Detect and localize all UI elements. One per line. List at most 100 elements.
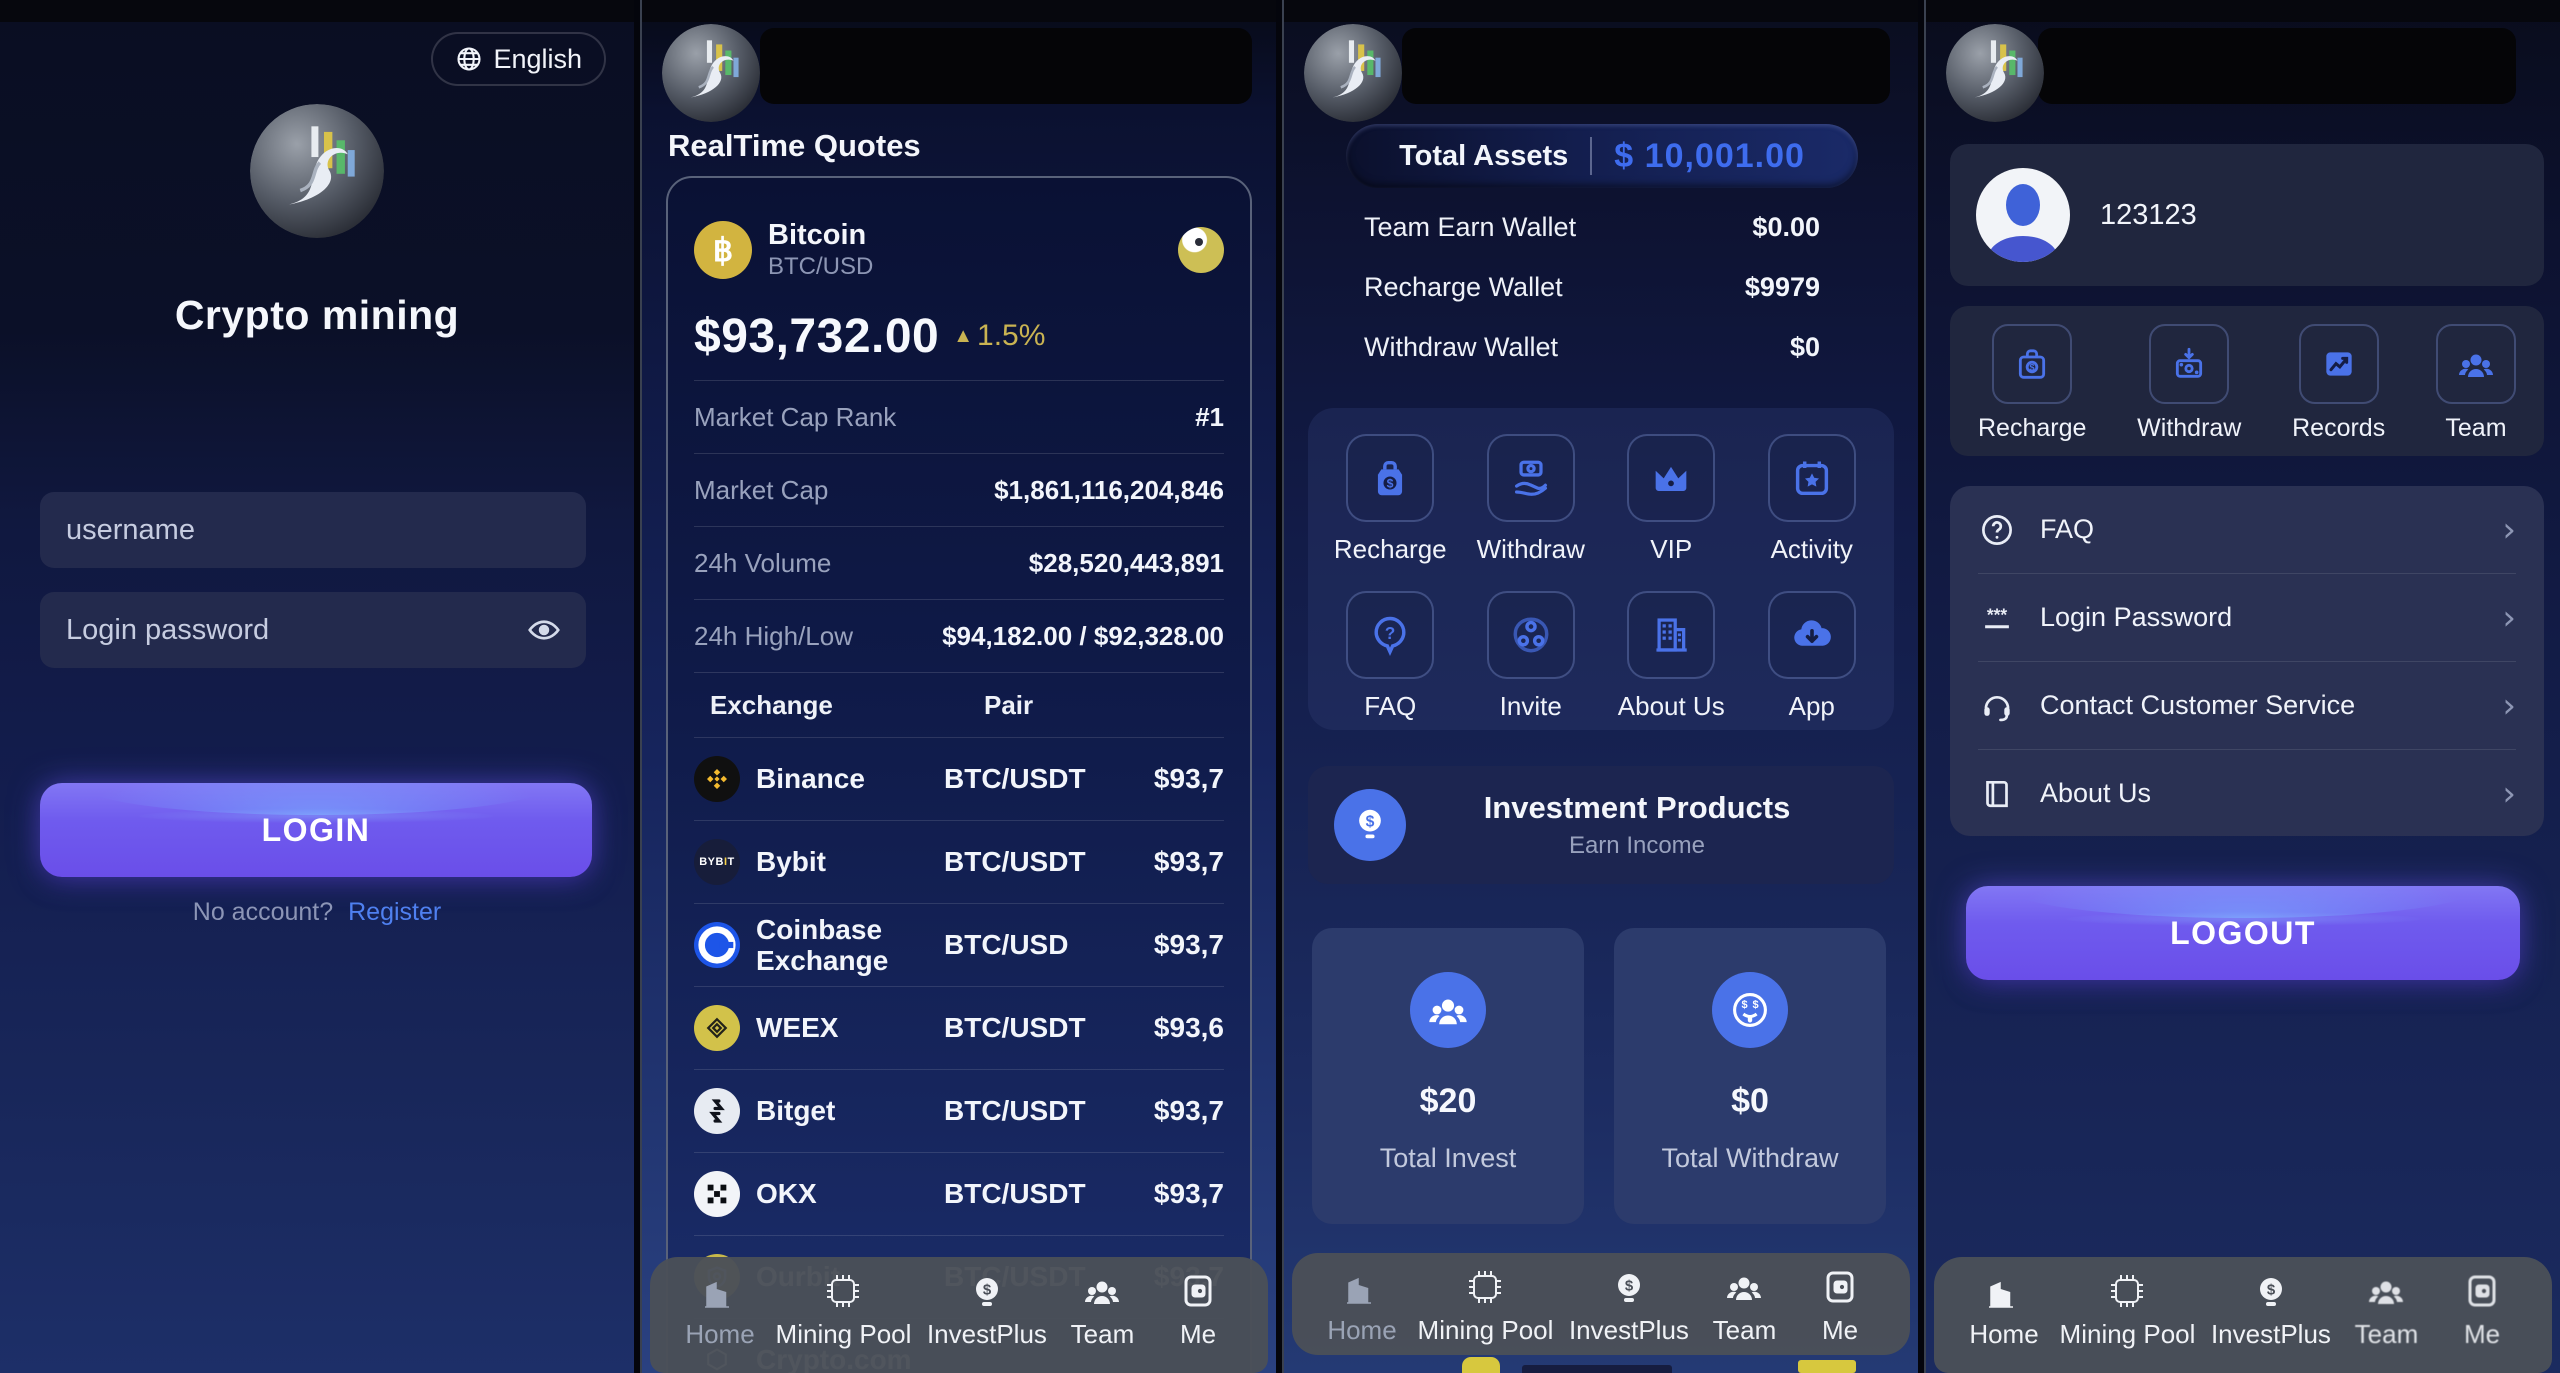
nav-me[interactable]: Me bbox=[1158, 1271, 1238, 1350]
exchange-row[interactable]: WEEX BTC/USDT $93,6 bbox=[694, 986, 1224, 1069]
building-icon bbox=[1627, 591, 1716, 679]
password-field[interactable] bbox=[40, 592, 586, 668]
coin-pair: BTC/USD bbox=[768, 252, 874, 280]
exchange-table-header: Exchange Pair bbox=[694, 672, 1224, 737]
action-records[interactable]: Records bbox=[2292, 324, 2385, 443]
exchange-price: $93,6 bbox=[1153, 1012, 1224, 1043]
menu-faq[interactable]: FAQ › bbox=[1978, 486, 2516, 573]
wallet-label: Recharge Wallet bbox=[1364, 272, 1563, 302]
shortcut-invite[interactable]: Invite bbox=[1461, 591, 1602, 722]
nav-mining-pool[interactable]: Mining Pool bbox=[776, 1271, 911, 1350]
total-invest-card[interactable]: $20 Total Invest bbox=[1312, 928, 1584, 1224]
wallet-label: Team Earn Wallet bbox=[1364, 212, 1577, 242]
investment-products-card[interactable]: $ Investment Products Earn Income bbox=[1308, 766, 1894, 884]
login-button[interactable]: LOGIN bbox=[40, 783, 592, 877]
home-quotes-screen: RealTime Quotes ฿ Bitcoin BTC/USD $93,73… bbox=[642, 0, 1276, 1373]
building-icon bbox=[1988, 1282, 2014, 1308]
exchange-name: OKX bbox=[756, 1178, 817, 1210]
stat-label: 24h Volume bbox=[694, 547, 832, 578]
username-input[interactable] bbox=[40, 492, 586, 568]
exchange-row[interactable]: BYB I T Bybit BTC/USDT $93,7 bbox=[694, 820, 1224, 903]
exchange-row[interactable]: OKX BTC/USDT $93,7 bbox=[694, 1152, 1224, 1235]
coin-header-row: ฿ Bitcoin BTC/USD bbox=[694, 208, 1224, 292]
shortcut-withdraw[interactable]: Withdraw bbox=[1461, 434, 1602, 565]
status-bar bbox=[1284, 0, 1918, 22]
nav-home[interactable]: Home bbox=[1964, 1271, 2044, 1350]
stat-label: 24h High/Low bbox=[694, 620, 853, 651]
login-button-label: LOGIN bbox=[261, 811, 371, 848]
nav-team[interactable]: Team bbox=[1704, 1267, 1784, 1346]
profile-menu-card: FAQ › *** Login Password › Contact Custo… bbox=[1950, 486, 2544, 836]
action-recharge[interactable]: $ Recharge bbox=[1978, 324, 2086, 443]
exchange-row[interactable]: Binance BTC/USDT $93,7 bbox=[694, 737, 1224, 820]
up-triangle-icon: ▲ bbox=[953, 324, 974, 347]
exchange-row[interactable]: Coinbase Exchange BTC/USD $93,7 bbox=[694, 903, 1224, 986]
shortcut-app[interactable]: App bbox=[1742, 591, 1883, 722]
shortcut-about-us[interactable]: About Us bbox=[1601, 591, 1742, 722]
redacted-title-bar bbox=[2038, 28, 2516, 104]
show-password-icon[interactable] bbox=[526, 612, 562, 648]
register-link[interactable]: Register bbox=[348, 898, 442, 926]
language-selector[interactable]: English bbox=[431, 32, 606, 86]
stat-value: $94,182.00 / $92,328.00 bbox=[942, 620, 1224, 651]
menu-contact-customer-service[interactable]: Contact Customer Service › bbox=[1978, 661, 2516, 749]
action-withdraw[interactable]: Withdraw bbox=[2137, 324, 2241, 443]
okx-icon bbox=[694, 1171, 740, 1217]
total-withdraw-card[interactable]: $ $ $0 Total Withdraw bbox=[1614, 928, 1886, 1224]
shortcut-label: About Us bbox=[1617, 691, 1725, 721]
exchange-pair: BTC/USDT bbox=[944, 763, 1086, 794]
app-title: Crypto mining bbox=[174, 292, 460, 338]
nav-mining-pool[interactable]: Mining Pool bbox=[2060, 1271, 2195, 1350]
binance-icon bbox=[694, 756, 740, 802]
avatar[interactable] bbox=[1976, 168, 2070, 262]
shortcut-faq[interactable]: ? FAQ bbox=[1320, 591, 1461, 722]
shortcut-label: FAQ bbox=[1364, 691, 1417, 721]
action-label: Records bbox=[2292, 414, 2386, 442]
logout-button[interactable]: LOGOUT bbox=[1966, 886, 2520, 980]
panel-divider bbox=[1276, 0, 1284, 1373]
shortcut-recharge[interactable]: $ Recharge bbox=[1320, 434, 1461, 565]
nav-label: Team bbox=[1070, 1319, 1135, 1349]
coin-name: Bitcoin bbox=[768, 219, 867, 252]
shortcut-activity[interactable]: Activity bbox=[1742, 434, 1883, 565]
stat-value: #1 bbox=[1195, 401, 1224, 432]
svg-text:$: $ bbox=[1366, 813, 1375, 830]
app-logo bbox=[1304, 24, 1402, 122]
nav-team[interactable]: Team bbox=[1062, 1271, 1142, 1350]
nav-investplus[interactable]: .knock{fill:#4a4f58} InvestPlus bbox=[927, 1271, 1047, 1350]
wallet-label: Withdraw Wallet bbox=[1364, 332, 1559, 362]
menu-about-us[interactable]: About Us › bbox=[1978, 749, 2516, 837]
bottom-navigation: Home Mining Pool InvestPlus Team Me bbox=[1292, 1253, 1910, 1355]
nav-label: Me bbox=[1179, 1319, 1217, 1349]
partial-bottom-row bbox=[1284, 1357, 1918, 1373]
nav-home[interactable]: Home bbox=[680, 1271, 760, 1350]
shortcut-vip[interactable]: VIP bbox=[1601, 434, 1742, 565]
nav-team[interactable]: Team bbox=[2346, 1271, 2426, 1350]
username-field[interactable] bbox=[40, 492, 586, 568]
password-input[interactable] bbox=[40, 592, 586, 668]
login-screen: English Crypto mining LOGIN No account? … bbox=[0, 0, 634, 1373]
nav-me[interactable]: Me bbox=[1800, 1267, 1880, 1346]
nav-me[interactable]: Me bbox=[2442, 1271, 2522, 1350]
exchange-row[interactable]: Bitget BTC/USDT $93,7 bbox=[694, 1069, 1224, 1152]
calendar-star-icon bbox=[1767, 434, 1856, 522]
coin-change: ▲ 1.5% bbox=[953, 319, 1045, 353]
coin-names: Bitcoin BTC/USD bbox=[768, 219, 1178, 280]
nav-home[interactable]: Home bbox=[1322, 1267, 1402, 1346]
nav-investplus[interactable]: InvestPlus bbox=[2211, 1271, 2331, 1350]
exchange-name: Coinbase Exchange bbox=[756, 913, 889, 976]
wallet-row: Team Earn Wallet $0.00 bbox=[1364, 212, 1820, 243]
nav-label: Mining Pool bbox=[1417, 1315, 1554, 1345]
pill-divider bbox=[1590, 137, 1593, 175]
bulb-dollar-icon bbox=[2259, 1278, 2282, 1306]
nav-mining-pool[interactable]: Mining Pool bbox=[1417, 1267, 1554, 1346]
nav-investplus[interactable]: InvestPlus bbox=[1569, 1267, 1689, 1346]
people-icon bbox=[1727, 1277, 1762, 1300]
total-withdraw-value: $0 bbox=[1731, 1082, 1769, 1120]
menu-login-password[interactable]: *** Login Password › bbox=[1978, 573, 2516, 661]
exchange-price: $93,7 bbox=[1153, 846, 1224, 877]
exchange-pair: BTC/USD bbox=[944, 929, 1069, 960]
total-invest-value: $20 bbox=[1419, 1082, 1477, 1120]
bitcoin-icon: ฿ bbox=[694, 221, 752, 279]
action-team[interactable]: Team bbox=[2435, 324, 2516, 443]
